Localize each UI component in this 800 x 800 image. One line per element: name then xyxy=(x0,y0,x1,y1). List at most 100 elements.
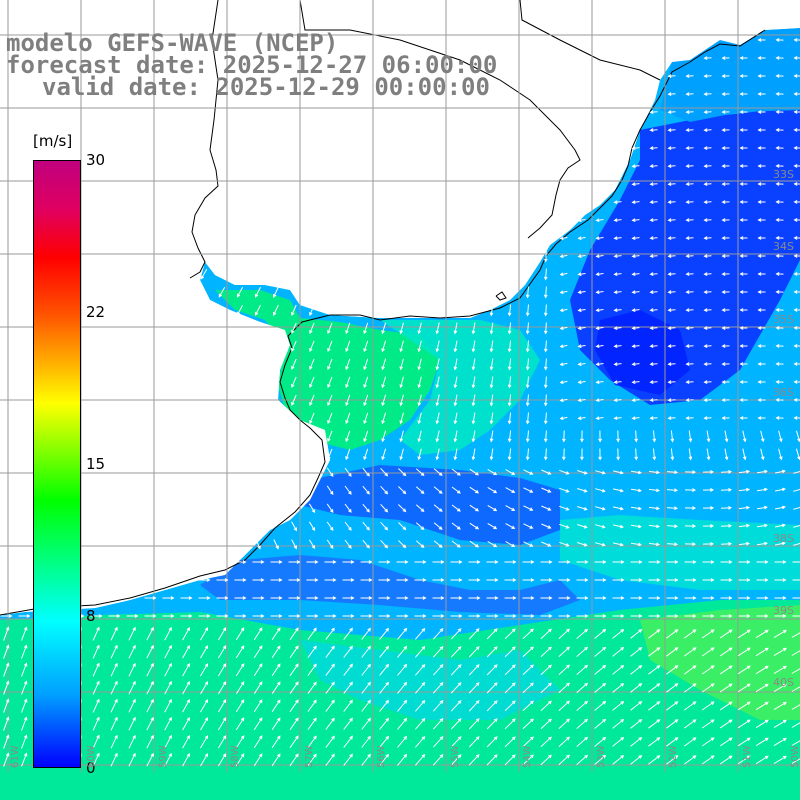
lon-label: 55W xyxy=(450,745,461,768)
wind-arrow xyxy=(666,614,679,618)
wind-arrow xyxy=(489,376,494,389)
wind-arrow xyxy=(200,717,209,731)
wind-arrow xyxy=(253,681,263,695)
wind-arrow xyxy=(719,629,733,639)
wind-arrow xyxy=(648,596,661,600)
wind-arrow xyxy=(432,596,445,600)
wind-arrow xyxy=(791,632,800,638)
wind-arrow xyxy=(792,579,800,581)
wind-arrow xyxy=(415,699,426,712)
wind-arrow xyxy=(793,254,800,258)
wind-arrow xyxy=(164,734,172,749)
wind-arrow xyxy=(648,506,661,511)
wind-arrow xyxy=(613,218,622,222)
wind-arrow xyxy=(379,663,390,676)
wind-arrow xyxy=(288,560,301,564)
wind-arrow xyxy=(381,322,387,335)
wind-arrow xyxy=(253,699,263,713)
wind-arrow xyxy=(576,596,589,600)
wind-arrow xyxy=(522,614,535,618)
wind-arrow xyxy=(738,505,751,510)
wind-arrow xyxy=(453,430,458,443)
wind-arrow xyxy=(432,578,445,582)
colorbar-tick-22: 22 xyxy=(86,303,106,321)
wind-arrow xyxy=(701,647,715,657)
wind-arrow xyxy=(21,680,28,695)
wind-arrow xyxy=(559,523,570,529)
wind-arrow xyxy=(522,736,534,748)
wind-arrow xyxy=(631,164,640,168)
wind-arrow xyxy=(235,663,245,677)
lon-label: 51W xyxy=(742,745,753,768)
wind-arrow xyxy=(450,628,462,640)
wind-arrow xyxy=(217,681,227,695)
wind-arrow xyxy=(558,700,570,712)
wind-arrow xyxy=(200,753,209,767)
wind-arrow xyxy=(685,74,694,78)
wind-arrow xyxy=(648,647,661,657)
wind-arrow xyxy=(415,540,425,548)
wind-arrow xyxy=(471,322,476,335)
wind-arrow xyxy=(325,645,335,658)
wind-arrow xyxy=(577,488,588,493)
wind-arrow xyxy=(793,128,800,132)
wind-arrow xyxy=(108,614,121,618)
wind-arrow xyxy=(144,596,157,600)
wind-arrow xyxy=(685,110,694,114)
wind-arrow xyxy=(685,200,694,204)
wind-arrow xyxy=(649,362,658,366)
wind-arrow xyxy=(630,560,643,564)
wind-arrow xyxy=(703,182,712,186)
wind-arrow xyxy=(667,416,676,420)
wind-arrow xyxy=(739,164,748,168)
wind-arrow xyxy=(793,523,800,528)
wind-arrow xyxy=(270,578,283,582)
wind-arrow xyxy=(450,596,463,600)
wind-arrow xyxy=(164,644,172,659)
wind-arrow xyxy=(598,430,602,443)
wind-arrow xyxy=(719,701,733,711)
wind-arrow xyxy=(399,322,404,335)
wind-arrow xyxy=(757,56,766,60)
wind-arrow xyxy=(793,541,800,546)
wind-arrow xyxy=(344,485,352,495)
wind-arrow xyxy=(126,614,139,618)
wind-arrow xyxy=(468,718,480,730)
wind-arrow xyxy=(612,506,624,511)
wind-arrow xyxy=(702,578,715,582)
wind-arrow xyxy=(522,560,535,564)
wind-arrow xyxy=(594,560,607,564)
wind-arrow xyxy=(702,596,715,600)
wind-arrow xyxy=(273,539,279,550)
wind-arrow xyxy=(327,394,333,407)
wind-arrow xyxy=(540,596,553,600)
wind-arrow xyxy=(739,380,748,384)
wind-arrow xyxy=(685,362,694,366)
wind-arrow xyxy=(504,754,516,766)
wind-arrow xyxy=(774,578,787,582)
wind-arrow xyxy=(773,683,787,693)
wind-arrow xyxy=(649,380,658,384)
colorbar-tick-0: 0 xyxy=(86,759,96,777)
wind-arrow xyxy=(612,700,625,711)
wind-arrow xyxy=(792,615,800,617)
wind-arrow xyxy=(630,701,643,711)
wind-arrow xyxy=(254,304,261,316)
wind-arrow xyxy=(737,701,751,711)
wind-arrow xyxy=(720,596,733,600)
wind-arrow xyxy=(721,290,730,294)
wind-arrow xyxy=(701,737,715,747)
wind-arrow xyxy=(577,218,586,223)
wind-arrow xyxy=(558,560,571,564)
wind-arrow xyxy=(612,488,624,493)
wind-arrow xyxy=(180,614,193,618)
wind-arrow xyxy=(757,200,766,204)
wind-arrow xyxy=(793,164,800,168)
wind-arrow xyxy=(235,645,245,659)
wind-arrow xyxy=(613,362,622,366)
wind-arrow xyxy=(525,430,530,443)
wind-arrow xyxy=(721,344,730,348)
wind-arrow xyxy=(361,717,371,730)
wind-arrow xyxy=(612,578,625,582)
wind-arrow xyxy=(522,646,534,658)
